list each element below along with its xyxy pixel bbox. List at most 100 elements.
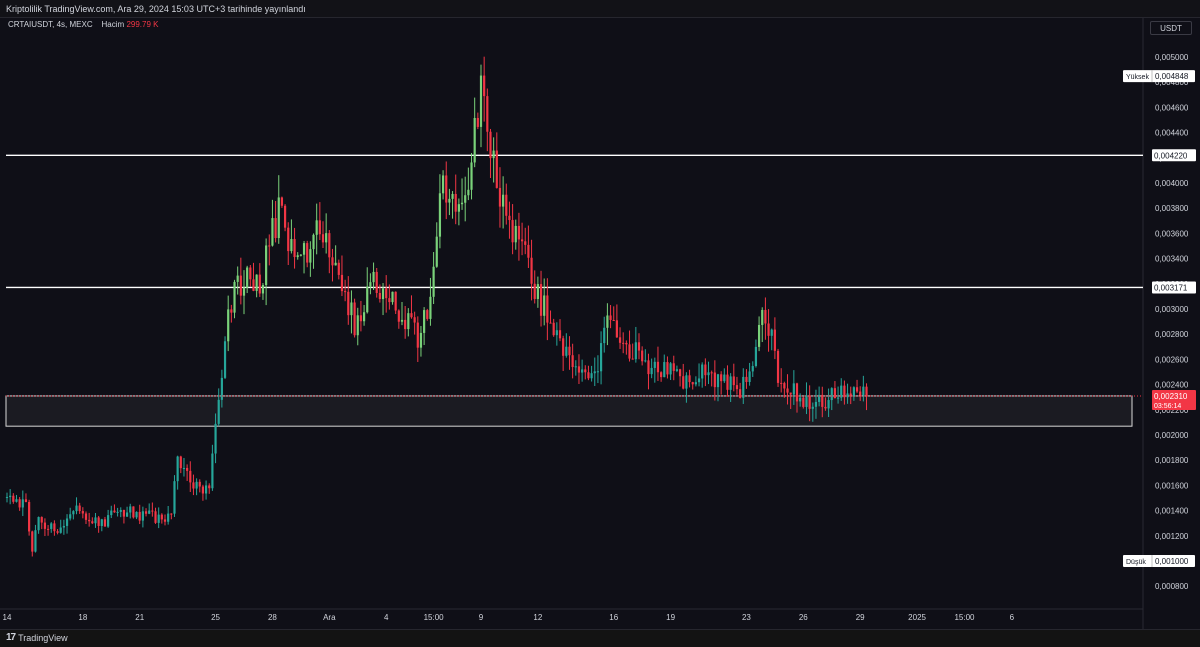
candle-body: [429, 296, 432, 319]
candle: [31, 530, 34, 557]
candle: [21, 490, 24, 517]
candle-body: [400, 319, 404, 322]
candle-body: [21, 499, 24, 508]
candle: [15, 494, 18, 503]
candle: [678, 368, 682, 387]
candle-body: [457, 204, 460, 212]
candle: [227, 295, 230, 352]
price-tick-label: 0,001800: [1155, 456, 1189, 465]
candle: [824, 397, 827, 411]
candle-body: [574, 366, 577, 368]
candle-body: [138, 511, 141, 521]
candle: [476, 112, 479, 130]
candle: [400, 301, 404, 326]
candle: [707, 361, 710, 385]
low-marker-value: 0,001000: [1155, 557, 1189, 566]
candle-body: [125, 512, 129, 517]
candle-body: [404, 319, 407, 330]
candle-body: [426, 310, 429, 319]
time-tick-label: 16: [609, 613, 618, 622]
candle: [669, 362, 672, 380]
candle: [331, 248, 334, 282]
candle-body: [435, 236, 438, 267]
candle-body: [84, 513, 88, 520]
candle-body: [122, 509, 126, 517]
candle: [451, 191, 454, 219]
candle: [138, 504, 141, 525]
candle-body: [236, 275, 239, 282]
candle-body: [862, 386, 865, 396]
candle: [97, 515, 100, 533]
candle-body: [438, 193, 442, 237]
candle: [729, 373, 732, 402]
candle: [757, 316, 761, 352]
candle-body: [296, 255, 299, 258]
symbol-label[interactable]: CRTAIUSDT, 4s, MEXC: [8, 20, 93, 29]
candle: [268, 234, 271, 266]
candle: [805, 382, 808, 415]
candle-body: [18, 499, 21, 508]
candle: [786, 374, 789, 405]
tradingview-logo[interactable]: 17 TradingView: [6, 632, 68, 643]
candle-body: [852, 387, 855, 396]
candle: [467, 167, 470, 201]
candle-body: [56, 531, 59, 533]
candle: [479, 64, 483, 148]
candle: [745, 369, 748, 389]
candle: [337, 259, 340, 280]
candle-body: [407, 313, 410, 330]
candle: [344, 279, 347, 302]
candle: [239, 257, 242, 305]
candle-body: [543, 295, 546, 316]
candle: [290, 219, 293, 254]
candle-body: [65, 518, 69, 526]
candle-body: [88, 519, 91, 522]
candle: [375, 267, 378, 298]
candle-body: [416, 322, 419, 348]
candle: [438, 174, 442, 249]
candle: [195, 478, 198, 496]
candle-body: [217, 399, 220, 424]
candle: [353, 298, 356, 338]
currency-badge[interactable]: USDT: [1150, 21, 1192, 35]
candle-body: [170, 513, 173, 515]
candle: [568, 336, 571, 370]
candle-body: [789, 392, 792, 395]
candle-body: [467, 189, 470, 196]
candle: [514, 219, 517, 250]
candle-body: [666, 362, 669, 375]
candle-body: [694, 382, 697, 385]
candle: [511, 204, 514, 255]
candle: [9, 489, 12, 505]
candle-body: [9, 495, 12, 497]
candle-body: [132, 506, 135, 518]
candle-body: [366, 286, 369, 313]
candle: [581, 359, 584, 382]
candle-body: [37, 517, 40, 531]
candle: [723, 368, 726, 383]
candle-body: [214, 423, 217, 454]
candle-body: [208, 485, 211, 489]
candle: [413, 311, 416, 335]
candle: [748, 362, 751, 386]
candle-body: [448, 198, 451, 203]
candle: [12, 493, 15, 504]
candle-body: [189, 470, 192, 483]
candle: [385, 275, 388, 313]
candle: [18, 497, 21, 511]
candle: [372, 262, 375, 290]
time-tick-label: 29: [856, 613, 865, 622]
candle-body: [735, 385, 739, 390]
candle-body: [441, 175, 445, 194]
candle: [182, 457, 186, 477]
candle: [675, 365, 679, 373]
candle: [742, 368, 745, 404]
candle-body: [182, 467, 186, 469]
candle: [836, 386, 840, 404]
candle-body: [62, 525, 65, 528]
candle: [129, 503, 132, 519]
candle-body: [720, 374, 723, 382]
candle: [214, 413, 217, 464]
price-tick-label: 0,001600: [1155, 481, 1189, 490]
